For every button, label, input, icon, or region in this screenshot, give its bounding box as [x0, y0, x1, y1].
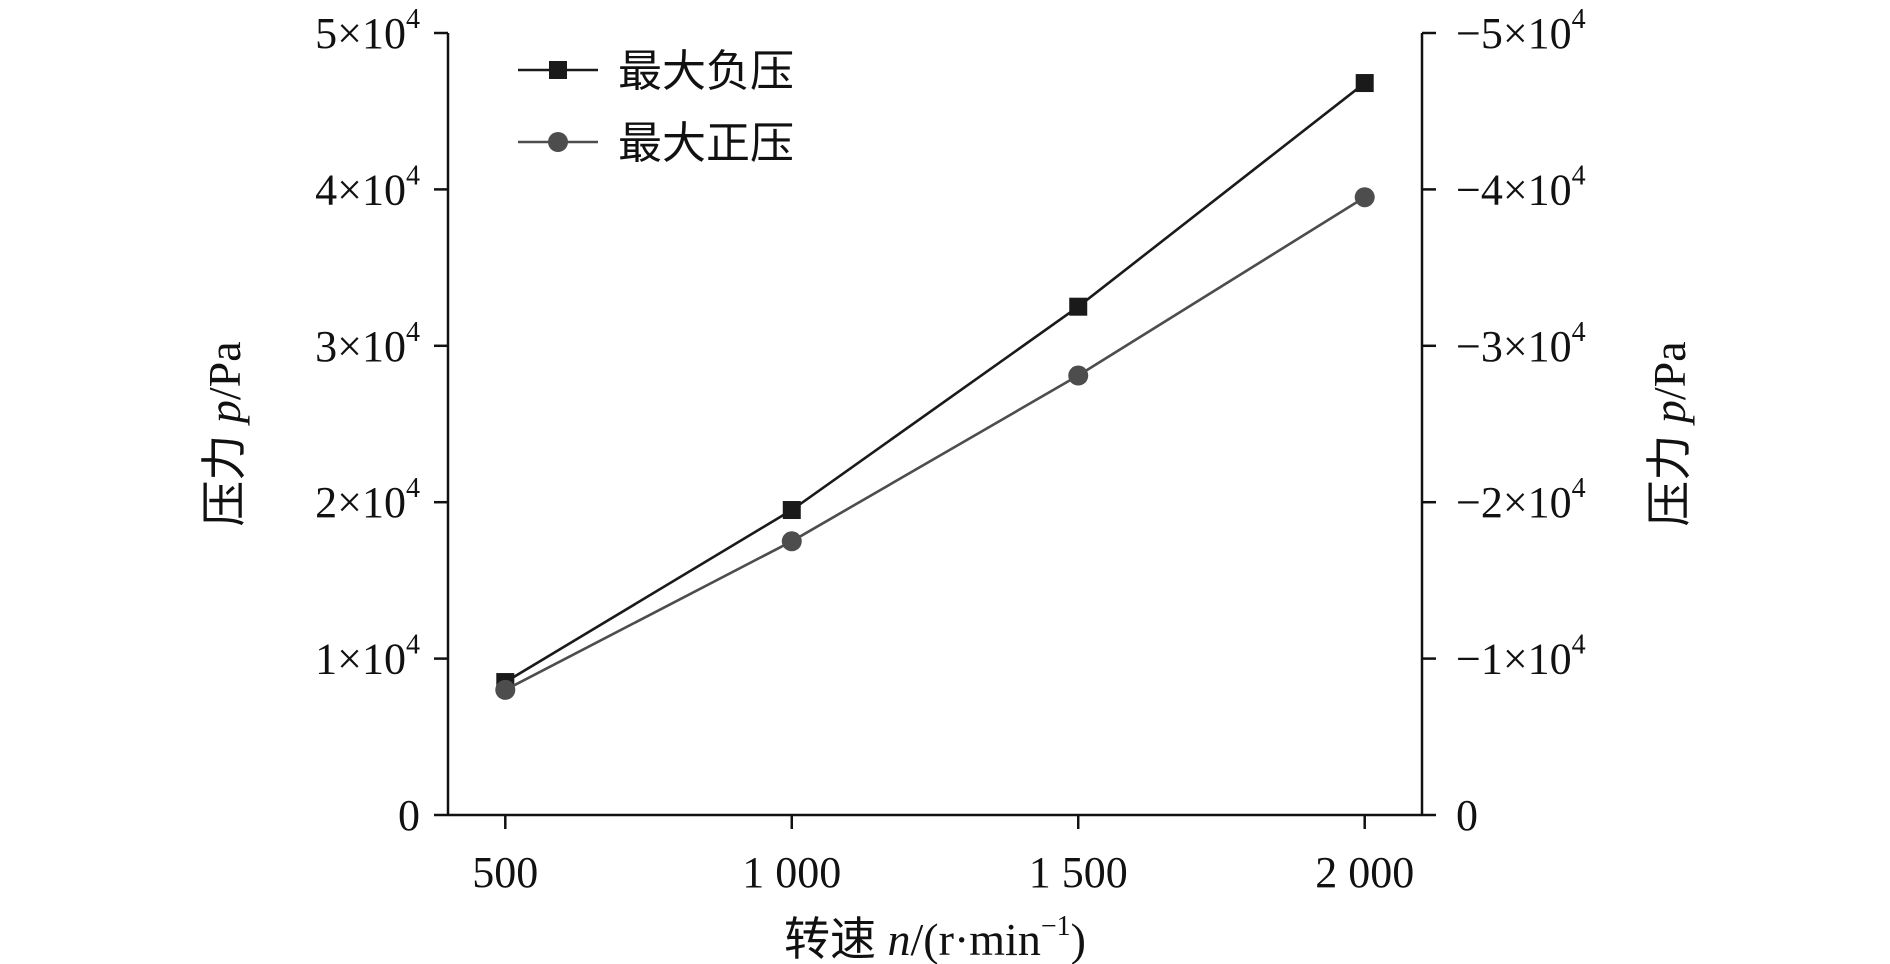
series-line-2 — [504, 196, 1366, 692]
left-y-tick-label: 0 — [398, 791, 420, 840]
data-point-circle — [1068, 365, 1089, 386]
data-point-square — [782, 501, 801, 520]
left-y-tick-label: 2×104 — [315, 473, 420, 527]
x-tick-label: 1 000 — [742, 848, 841, 897]
x-axis-label: 转速 n/(r·min−1) — [784, 911, 1086, 964]
data-point-circle — [495, 679, 516, 700]
ticks-layer: 0 0 1×104 −1×104 2×104 −2×104 3×104 −3×104 4×104… — [315, 4, 1585, 897]
legend-label-2: 最大正压 — [618, 119, 794, 168]
legend-marker-square — [549, 61, 567, 79]
x-tick-label: 1 500 — [1029, 848, 1128, 897]
axis-labels: 转速 n/(r·min−1) 压力 p/Pa 压力 p/Pa — [199, 341, 1695, 964]
right-y-axis-label: 压力 p/Pa — [1644, 341, 1695, 526]
left-y-axis-label: 压力 p/Pa — [199, 341, 250, 526]
data-point-circle — [781, 531, 802, 552]
legend-label-1: 最大负压 — [618, 47, 794, 96]
data-point-square — [1355, 74, 1374, 93]
left-y-tick-label: 4×104 — [315, 160, 420, 214]
right-y-tick-label: −4×104 — [1456, 160, 1586, 214]
series-layer — [495, 74, 1375, 700]
left-y-tick-label: 1×104 — [315, 630, 420, 684]
axes-layer — [446, 33, 1424, 817]
x-tick-label: 500 — [472, 848, 538, 897]
data-point-square — [1069, 297, 1088, 316]
right-y-tick-label: 0 — [1456, 791, 1478, 840]
right-y-tick-label: −1×104 — [1456, 630, 1586, 684]
data-point-circle — [1354, 187, 1375, 208]
legend-marker-circle — [548, 132, 568, 152]
left-y-tick-label: 3×104 — [315, 317, 420, 371]
series-line-1 — [504, 82, 1366, 684]
right-y-tick-label: −5×104 — [1456, 4, 1586, 58]
right-y-tick-label: −3×104 — [1456, 317, 1586, 371]
x-tick-label: 2 000 — [1315, 848, 1414, 897]
left-y-tick-label: 5×104 — [315, 4, 420, 58]
right-y-tick-label: −2×104 — [1456, 473, 1586, 527]
